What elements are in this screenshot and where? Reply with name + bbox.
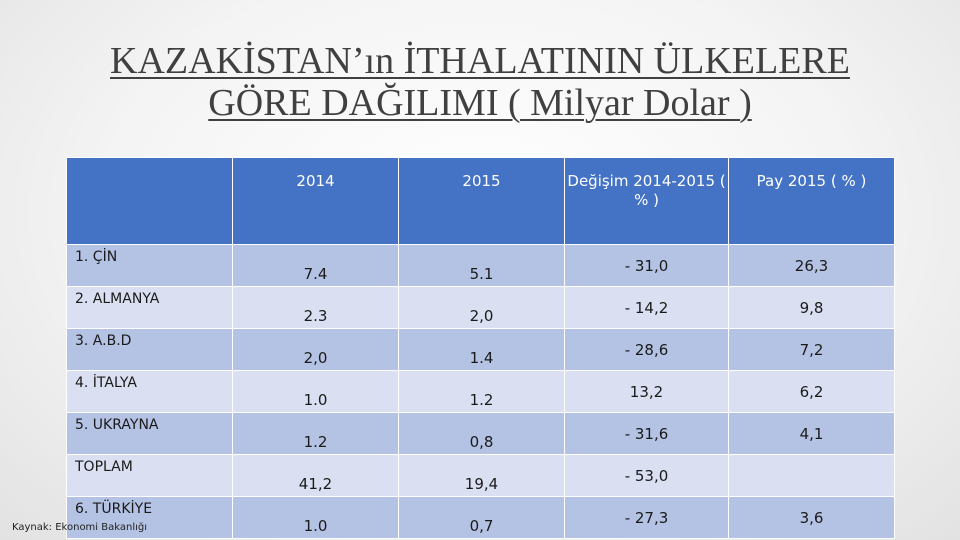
country-cell: 4. İTALYA bbox=[66, 370, 233, 413]
country-cell: 3. A.B.D bbox=[66, 328, 233, 371]
table-row: 6. TÜRKİYE 1.0 0,7 - 27,3 3,6 bbox=[66, 496, 895, 539]
value-2014-cell: 2.3 bbox=[232, 286, 399, 329]
country-cell: TOPLAM bbox=[66, 454, 233, 497]
table-row: TOPLAM 41,2 19,4 - 53,0 bbox=[66, 454, 895, 497]
table-row: 4. İTALYA 1.0 1.2 13,2 6,2 bbox=[66, 370, 895, 413]
header-2015: 2015 bbox=[398, 157, 565, 245]
change-cell: - 28,6 bbox=[564, 328, 729, 371]
value-2014-cell: 1.0 bbox=[232, 496, 399, 539]
title-line-1: KAZAKİSTAN’ın İTHALATININ ÜLKELERE bbox=[110, 40, 850, 82]
title-line-2: GÖRE DAĞILIMI ( Milyar Dolar ) bbox=[208, 82, 752, 124]
slide-title: KAZAKİSTAN’ın İTHALATININ ÜLKELERE GÖRE … bbox=[60, 40, 900, 124]
table-row: 1. ÇİN 7.4 5.1 - 31,0 26,3 bbox=[66, 244, 895, 287]
table-row: 5. UKRAYNA 1.2 0,8 - 31,6 4,1 bbox=[66, 412, 895, 455]
header-2014: 2014 bbox=[232, 157, 399, 245]
header-change: Değişim 2014-2015 ( % ) bbox=[564, 157, 729, 245]
share-cell bbox=[728, 454, 895, 497]
share-cell: 7,2 bbox=[728, 328, 895, 371]
table-header-row: 2014 2015 Değişim 2014-2015 ( % ) Pay 20… bbox=[66, 157, 895, 245]
header-country bbox=[66, 157, 233, 245]
value-2015-cell: 19,4 bbox=[398, 454, 565, 497]
value-2015-cell: 1.4 bbox=[398, 328, 565, 371]
change-cell: - 53,0 bbox=[564, 454, 729, 497]
change-cell: 13,2 bbox=[564, 370, 729, 413]
import-table: 2014 2015 Değişim 2014-2015 ( % ) Pay 20… bbox=[66, 157, 895, 539]
table-row: 3. A.B.D 2,0 1.4 - 28,6 7,2 bbox=[66, 328, 895, 371]
share-cell: 3,6 bbox=[728, 496, 895, 539]
value-2014-cell: 2,0 bbox=[232, 328, 399, 371]
share-cell: 4,1 bbox=[728, 412, 895, 455]
country-cell: 2. ALMANYA bbox=[66, 286, 233, 329]
value-2014-cell: 7.4 bbox=[232, 244, 399, 287]
source-note: Kaynak: Ekonomi Bakanlığı bbox=[12, 522, 148, 533]
header-share: Pay 2015 ( % ) bbox=[728, 157, 895, 245]
table-row: 2. ALMANYA 2.3 2,0 - 14,2 9,8 bbox=[66, 286, 895, 329]
value-2014-cell: 41,2 bbox=[232, 454, 399, 497]
change-cell: - 31,6 bbox=[564, 412, 729, 455]
value-2015-cell: 1.2 bbox=[398, 370, 565, 413]
change-cell: - 14,2 bbox=[564, 286, 729, 329]
country-cell: 1. ÇİN bbox=[66, 244, 233, 287]
share-cell: 9,8 bbox=[728, 286, 895, 329]
country-cell: 6. TÜRKİYE bbox=[66, 496, 233, 539]
change-cell: - 27,3 bbox=[564, 496, 729, 539]
change-cell: - 31,0 bbox=[564, 244, 729, 287]
value-2015-cell: 0,7 bbox=[398, 496, 565, 539]
value-2015-cell: 2,0 bbox=[398, 286, 565, 329]
value-2014-cell: 1.0 bbox=[232, 370, 399, 413]
value-2014-cell: 1.2 bbox=[232, 412, 399, 455]
value-2015-cell: 5.1 bbox=[398, 244, 565, 287]
country-cell: 5. UKRAYNA bbox=[66, 412, 233, 455]
value-2015-cell: 0,8 bbox=[398, 412, 565, 455]
share-cell: 6,2 bbox=[728, 370, 895, 413]
share-cell: 26,3 bbox=[728, 244, 895, 287]
